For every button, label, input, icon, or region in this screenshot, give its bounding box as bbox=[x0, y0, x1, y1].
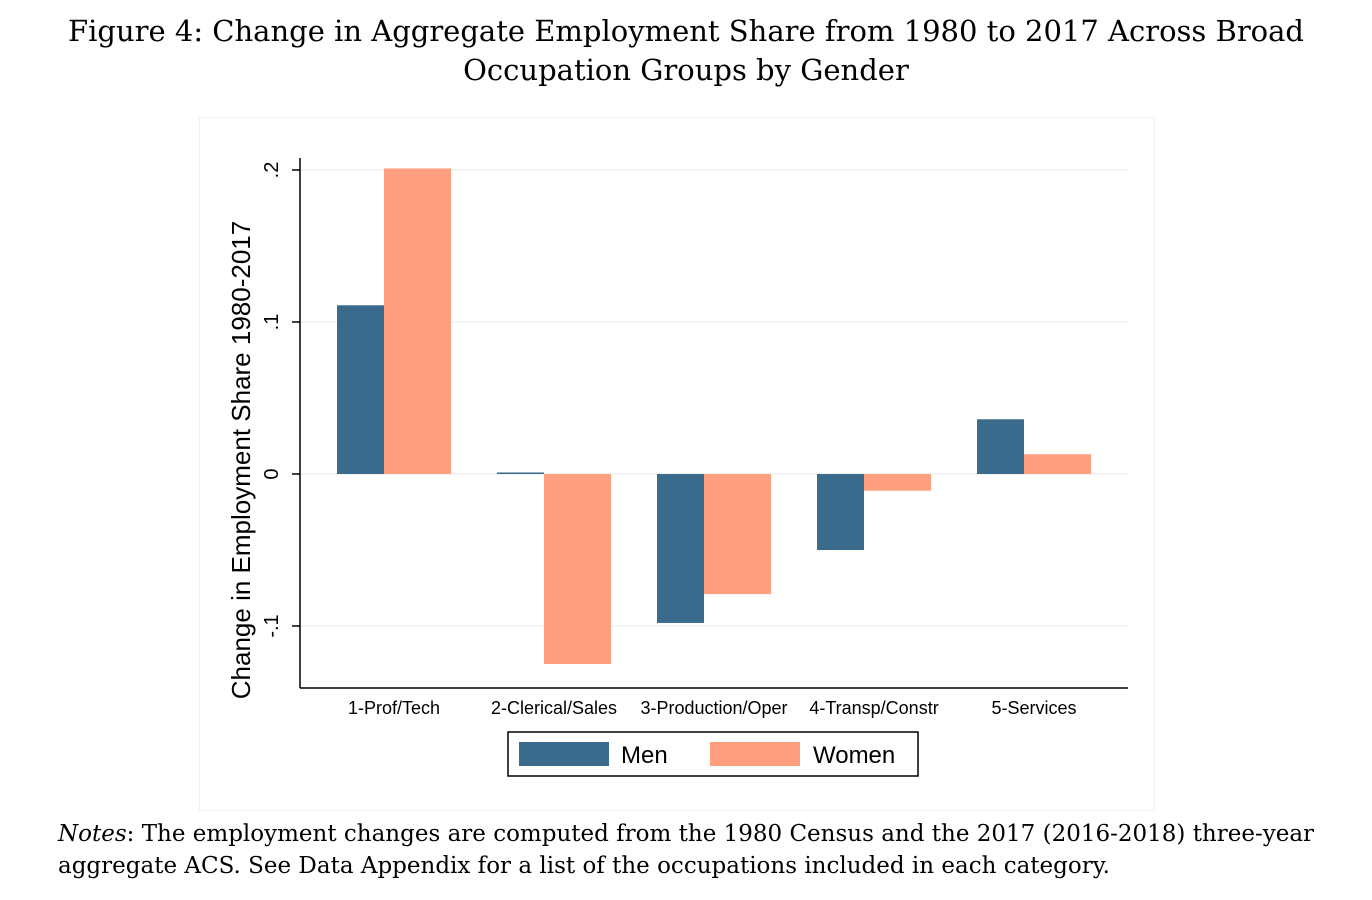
x-tick-labels: 1-Prof/Tech 2-Clerical/Sales 3-Production/… bbox=[348, 698, 1077, 718]
bar-chart: -.1 0 .1 .2 1-Prof/Tech 2-Clerical/Sales 3-Pr… bbox=[226, 158, 1128, 777]
bar-women-4 bbox=[864, 474, 931, 491]
bar-men-1 bbox=[337, 305, 384, 474]
x-tick-label: 1-Prof/Tech bbox=[348, 698, 440, 718]
y-axis-label: Change in Employment Share 1980-2017 bbox=[226, 221, 256, 699]
legend-swatch-men bbox=[519, 742, 609, 766]
legend-swatch-women bbox=[710, 742, 800, 766]
x-tick-label: 3-Production/Oper bbox=[640, 698, 787, 718]
bar-men-3 bbox=[657, 474, 704, 623]
y-tick-label: .2 bbox=[261, 162, 283, 179]
bar-men-2 bbox=[497, 472, 544, 474]
x-tick-label: 5-Services bbox=[991, 698, 1076, 718]
y-ticks: -.1 0 .1 .2 bbox=[261, 162, 300, 638]
notes-text: : The employment changes are computed fr… bbox=[58, 821, 1315, 879]
figure-title: Figure 4: Change in Aggregate Employment… bbox=[67, 14, 1304, 87]
x-tick-label: 2-Clerical/Sales bbox=[491, 698, 617, 718]
bar-women-1 bbox=[384, 168, 451, 475]
figure-notes: Notes: The employment changes are comput… bbox=[58, 818, 1338, 882]
y-tick-label: 0 bbox=[261, 468, 283, 479]
y-tick-label: .1 bbox=[261, 314, 283, 331]
chart-frame: -.1 0 .1 .2 1-Prof/Tech 2-Clerical/Sales 3-Pr… bbox=[200, 118, 1154, 810]
legend: Men Women bbox=[507, 731, 919, 777]
axes bbox=[299, 158, 1128, 689]
bar-women-5 bbox=[1024, 454, 1091, 474]
legend-label-women: Women bbox=[813, 742, 895, 769]
bar-women-2 bbox=[544, 474, 611, 664]
legend-label-men: Men bbox=[621, 742, 668, 769]
bar-men-5 bbox=[977, 419, 1024, 474]
notes-label: Notes bbox=[58, 821, 127, 847]
bar-men-4 bbox=[817, 474, 864, 550]
bar-women-3 bbox=[704, 474, 771, 595]
x-tick-label: 4-Transp/Constr bbox=[809, 698, 938, 718]
bars bbox=[337, 168, 1091, 664]
y-tick-label: -.1 bbox=[261, 614, 283, 637]
